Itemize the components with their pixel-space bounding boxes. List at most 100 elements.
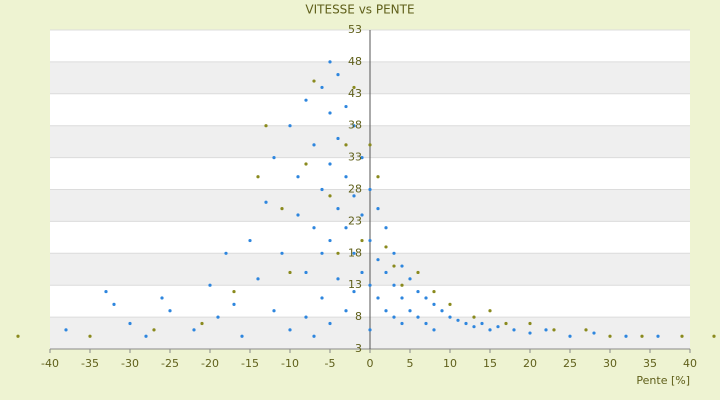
x-tick-label: 35 <box>643 357 657 370</box>
y-tick-label: 23 <box>348 214 362 227</box>
point <box>328 238 332 243</box>
point <box>408 277 412 281</box>
x-tick-label: 0 <box>367 357 374 370</box>
point <box>496 325 500 329</box>
x-tick-label: 20 <box>523 357 537 370</box>
point <box>328 162 332 166</box>
point <box>224 251 228 255</box>
point <box>472 325 476 329</box>
point <box>344 104 348 109</box>
point <box>336 73 340 77</box>
point <box>296 213 300 217</box>
point <box>320 85 324 90</box>
point <box>544 328 548 332</box>
point <box>280 251 284 255</box>
x-axis-label: Pente [%] <box>636 374 690 387</box>
point <box>248 238 252 243</box>
point <box>336 207 340 211</box>
x-tick-label: -5 <box>325 357 336 370</box>
point <box>584 328 588 332</box>
y-tick-label: 38 <box>348 119 362 132</box>
point <box>392 283 396 287</box>
point <box>144 334 148 338</box>
point <box>384 270 388 275</box>
point <box>376 258 380 262</box>
x-tick-label: -25 <box>161 357 179 370</box>
x-tick-label: 15 <box>483 357 497 370</box>
x-tick-label: 40 <box>683 357 697 370</box>
point <box>368 328 372 332</box>
point <box>368 283 372 287</box>
point <box>304 315 308 319</box>
point <box>304 162 308 166</box>
point <box>312 226 316 230</box>
point <box>464 321 468 326</box>
point <box>416 315 420 319</box>
y-tick-label: 3 <box>355 342 362 355</box>
point <box>568 334 572 338</box>
point <box>432 302 436 306</box>
y-tick-label: 13 <box>348 278 362 291</box>
x-tick-label: -30 <box>121 357 139 370</box>
point <box>272 156 276 160</box>
point <box>528 331 532 335</box>
point <box>424 296 428 300</box>
point <box>328 60 332 64</box>
point <box>400 264 404 268</box>
point <box>352 124 356 128</box>
point <box>448 302 452 306</box>
point <box>392 251 396 255</box>
point <box>424 321 428 326</box>
point <box>368 143 372 147</box>
point <box>320 187 324 192</box>
point <box>128 321 132 326</box>
x-tick-label: -15 <box>241 357 259 370</box>
point <box>336 251 340 255</box>
point <box>432 289 436 294</box>
point <box>392 315 396 319</box>
x-tick-label: 25 <box>563 357 577 370</box>
point <box>216 315 220 319</box>
point <box>312 334 316 338</box>
x-tick-label: -40 <box>41 357 59 370</box>
point <box>304 98 308 102</box>
point <box>280 207 284 211</box>
point <box>336 136 340 141</box>
point <box>368 187 372 192</box>
point <box>296 175 300 179</box>
point <box>152 328 156 332</box>
point <box>488 328 492 332</box>
point <box>344 143 348 147</box>
point <box>208 283 212 287</box>
point <box>312 143 316 147</box>
point <box>112 302 116 306</box>
point <box>336 277 340 281</box>
point <box>368 238 372 243</box>
point <box>344 226 348 230</box>
point <box>656 334 660 338</box>
x-tick-label: -20 <box>201 357 219 370</box>
point <box>440 309 444 313</box>
point <box>504 321 508 326</box>
point <box>352 289 356 294</box>
point <box>200 321 204 326</box>
point <box>320 296 324 300</box>
point <box>376 296 380 300</box>
x-tick-label: 5 <box>407 357 414 370</box>
point <box>640 334 644 338</box>
chart-title: VITESSE vs PENTE <box>305 3 414 17</box>
point <box>288 124 292 128</box>
point <box>360 156 364 160</box>
point <box>552 328 556 332</box>
point <box>256 277 260 281</box>
point <box>376 207 380 211</box>
point <box>384 245 388 249</box>
point <box>472 315 476 319</box>
point <box>328 321 332 326</box>
point <box>256 175 260 179</box>
point <box>240 334 244 338</box>
x-tick-label: 30 <box>603 357 617 370</box>
point <box>608 334 612 338</box>
point <box>192 328 196 332</box>
